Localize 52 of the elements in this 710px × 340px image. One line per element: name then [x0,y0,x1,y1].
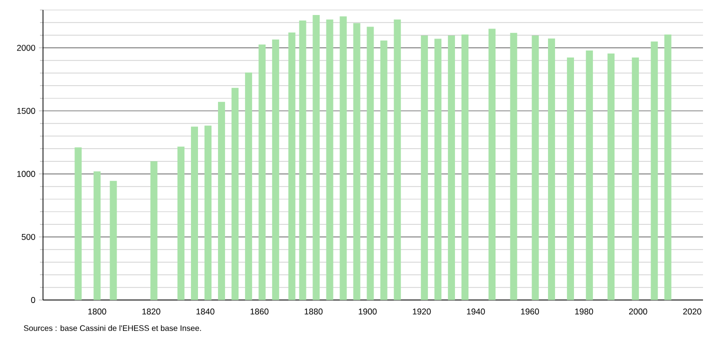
bar [420,35,428,300]
bar [74,147,82,300]
x-tick-label: 1840 [196,308,214,315]
x-tick-label: 1900 [358,308,377,315]
bar [586,50,593,300]
bar [150,161,158,300]
bar [632,58,639,300]
bar [245,72,252,300]
bar [272,40,280,300]
bar [664,34,672,300]
bar [488,28,496,300]
x-tick-label: 2020 [683,308,702,315]
bar [177,146,184,300]
y-tick-label: 500 [22,234,36,240]
bar [218,102,226,300]
bar [312,15,320,300]
bar [326,19,334,300]
bar [434,38,442,300]
bar [94,171,101,300]
bar [510,32,518,300]
bar [566,58,574,300]
bar [110,180,117,300]
x-tick-label: 1880 [304,308,323,315]
bar [353,23,360,300]
bar [258,44,266,300]
bar [288,32,296,300]
bar [190,126,198,300]
x-tick-label: 2000 [629,308,648,315]
bar [366,26,374,300]
x-tick-label: 1980 [575,308,594,315]
y-tick-label: 1500 [17,108,36,114]
x-tick-label: 1800 [88,308,106,315]
x-tick-label: 1940 [467,308,485,315]
y-tick-label: 1000 [17,170,36,177]
x-tick-label: 1820 [142,308,160,315]
x-tick-label: 1860 [250,308,268,315]
bar [461,34,468,300]
bar [380,40,388,300]
bar [394,19,401,300]
bar [340,16,347,300]
bar [204,126,212,300]
x-tick-label: 1920 [412,308,431,315]
bar [448,35,455,300]
y-tick-label: 2000 [17,44,36,51]
bar [608,53,615,300]
bar [532,35,539,300]
y-tick-label: 0 [31,297,36,303]
x-tick-label: 1960 [521,308,539,315]
bar [548,38,556,300]
bar [650,42,658,300]
bar [232,88,239,300]
bar [299,20,306,300]
